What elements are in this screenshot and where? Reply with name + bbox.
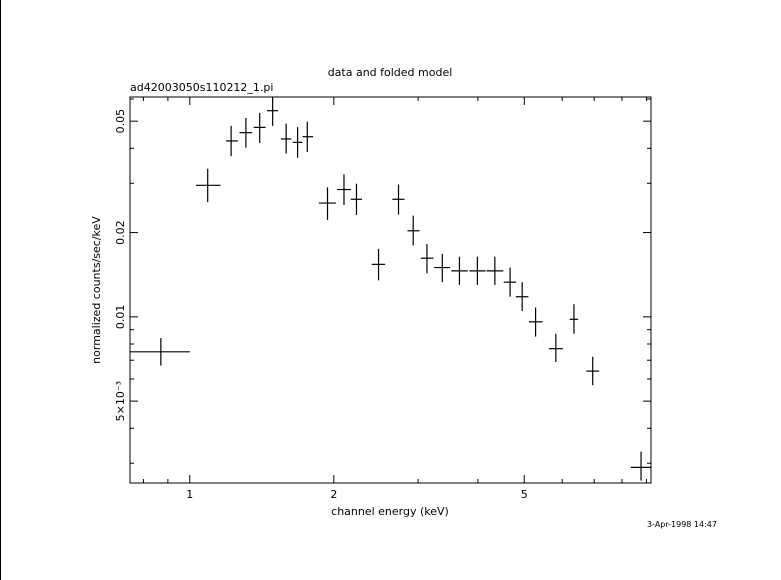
- left-border-line: [0, 0, 1, 580]
- data-point: [350, 183, 362, 216]
- x-axis-label: channel energy (keV): [331, 505, 449, 518]
- data-point: [318, 187, 336, 220]
- data-point: [469, 256, 486, 285]
- data-point: [586, 356, 600, 386]
- timestamp: 3-Apr-1998 14:47: [647, 520, 717, 529]
- data-point: [302, 121, 314, 153]
- data-point: [392, 184, 405, 215]
- data-point: [515, 282, 529, 311]
- data-point: [267, 97, 279, 126]
- data-point: [434, 253, 451, 283]
- data-point: [225, 125, 238, 157]
- data-point: [253, 112, 266, 143]
- y-tick-label: 0.02: [114, 220, 127, 245]
- data-point: [528, 307, 543, 337]
- y-tick-label: 0.05: [114, 109, 127, 134]
- y-tick-label: 0.01: [114, 305, 127, 330]
- data-point: [503, 267, 517, 297]
- data-point: [292, 127, 303, 158]
- x-tick-label: 2: [330, 488, 337, 501]
- y-axis-label: normalized counts/sec/keV: [90, 216, 103, 364]
- data-point: [420, 244, 434, 274]
- data-point: [130, 338, 190, 366]
- data-point: [486, 256, 504, 285]
- y-tick-label: 5×10⁻³: [114, 381, 127, 421]
- data-point: [451, 256, 468, 285]
- data-point: [630, 451, 651, 481]
- x-tick-label: 5: [521, 488, 528, 501]
- data-point: [280, 123, 292, 154]
- chart-subtitle: ad42003050s110212_1.pi: [130, 81, 273, 94]
- data-point: [407, 215, 420, 246]
- data-points-group: [130, 97, 651, 481]
- data-point: [239, 118, 253, 148]
- plot-frame: [129, 96, 652, 484]
- data-point: [371, 248, 386, 281]
- data-point: [569, 304, 579, 334]
- data-point: [195, 168, 221, 203]
- data-point: [336, 174, 351, 205]
- chart-title: data and folded model: [328, 66, 453, 79]
- data-point: [548, 333, 563, 362]
- axes-group: 1 2 5 5×10⁻³ 0.01 0.02 0.05: [114, 97, 651, 501]
- x-tick-label: 1: [186, 488, 193, 501]
